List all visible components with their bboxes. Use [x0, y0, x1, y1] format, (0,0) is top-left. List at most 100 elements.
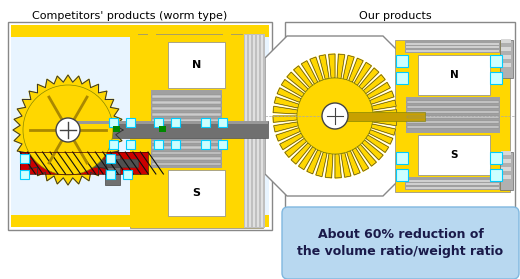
Bar [152, 162, 221, 165]
Bar [407, 110, 499, 113]
Bar [8, 22, 272, 230]
Bar [11, 25, 269, 37]
FancyBboxPatch shape [282, 207, 519, 279]
Bar [253, 35, 255, 227]
Bar [201, 118, 210, 127]
Polygon shape [13, 75, 123, 185]
Bar [407, 110, 499, 113]
Bar [152, 101, 221, 104]
Bar [126, 140, 135, 149]
Bar [159, 126, 166, 132]
Bar [406, 186, 499, 189]
Bar [152, 151, 221, 154]
Bar [152, 146, 221, 148]
Bar [400, 176, 505, 186]
Bar [285, 22, 515, 210]
Bar [407, 126, 499, 128]
Bar [106, 154, 115, 163]
Circle shape [23, 85, 113, 175]
Bar [249, 35, 251, 227]
Polygon shape [326, 153, 333, 178]
Bar [20, 152, 148, 174]
Circle shape [297, 78, 373, 154]
Polygon shape [347, 151, 360, 175]
Polygon shape [335, 154, 341, 178]
Polygon shape [367, 82, 390, 99]
Polygon shape [316, 152, 327, 177]
Text: N: N [192, 60, 201, 70]
Polygon shape [298, 147, 316, 170]
Bar [152, 101, 221, 104]
Bar [62, 121, 268, 124]
Bar [395, 40, 510, 192]
Polygon shape [373, 110, 397, 116]
Bar [407, 100, 499, 103]
Bar [405, 177, 500, 190]
Bar [406, 97, 500, 133]
Bar [218, 140, 227, 149]
Bar [152, 146, 221, 148]
Bar [152, 157, 221, 160]
Bar [500, 152, 513, 190]
Bar [130, 25, 138, 227]
Polygon shape [302, 61, 318, 84]
Bar [109, 118, 118, 127]
Polygon shape [363, 75, 385, 94]
Bar [400, 46, 505, 56]
Bar [261, 35, 263, 227]
Polygon shape [307, 150, 321, 174]
Bar [152, 162, 221, 165]
Polygon shape [275, 97, 299, 108]
Bar [490, 55, 502, 67]
Text: S: S [450, 150, 458, 160]
Bar [501, 55, 511, 59]
Bar [123, 170, 132, 179]
Bar [151, 90, 222, 135]
Bar [223, 25, 231, 227]
Bar [152, 119, 221, 122]
Bar [113, 126, 120, 132]
Polygon shape [362, 140, 383, 160]
Bar [171, 118, 180, 127]
Bar [501, 151, 511, 155]
Bar [218, 118, 227, 127]
Bar [500, 40, 513, 78]
Bar [152, 125, 221, 128]
Bar [152, 95, 221, 98]
Bar [148, 25, 156, 227]
Bar [257, 35, 259, 227]
Bar [152, 131, 221, 134]
Bar [418, 55, 490, 95]
Bar [154, 140, 163, 149]
Bar [152, 131, 221, 134]
Bar [168, 42, 225, 88]
Bar [152, 141, 221, 143]
Polygon shape [354, 62, 371, 85]
Bar [418, 135, 490, 175]
Bar [407, 126, 499, 128]
Bar [347, 112, 425, 121]
Polygon shape [359, 68, 379, 89]
Polygon shape [369, 130, 393, 144]
Bar [152, 113, 221, 116]
Bar [154, 118, 163, 127]
Polygon shape [337, 54, 345, 78]
Bar [20, 154, 29, 163]
Bar [407, 121, 499, 123]
Polygon shape [366, 135, 388, 152]
Bar [501, 167, 511, 171]
Bar [20, 152, 148, 174]
Bar [62, 121, 268, 138]
Bar [152, 107, 221, 110]
Bar [396, 55, 408, 67]
Bar [501, 175, 511, 179]
Bar [501, 39, 511, 43]
Bar [406, 46, 499, 48]
Polygon shape [294, 66, 313, 88]
Polygon shape [291, 143, 311, 164]
Bar [11, 215, 269, 227]
Polygon shape [372, 118, 397, 126]
Polygon shape [310, 57, 323, 81]
Bar [152, 157, 221, 160]
Polygon shape [287, 72, 308, 92]
